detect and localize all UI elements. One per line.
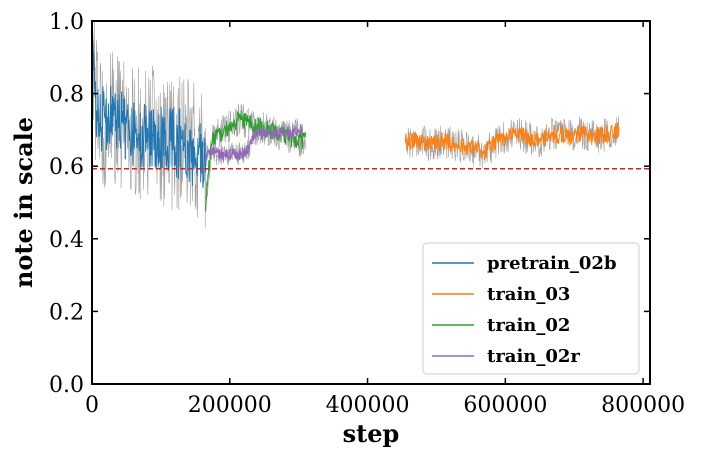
legend: pretrain_02b train_03 train_02 train_02r xyxy=(422,242,640,375)
x-axis-label: step xyxy=(343,419,400,448)
legend-label: train_02 xyxy=(487,315,570,336)
raw-trace-pretrain_02b xyxy=(91,20,206,229)
y-tick-label: 0.4 xyxy=(49,228,84,253)
plot-area-frame xyxy=(91,20,651,385)
series-line-train_02r xyxy=(205,123,303,162)
x-tick-label: 600000 xyxy=(463,393,547,418)
x-tick-label: 200000 xyxy=(188,393,272,418)
series-line-train_02 xyxy=(205,110,307,212)
y-tick-label: 0.6 xyxy=(49,155,84,180)
series-layer xyxy=(91,20,620,212)
y-axis-label: note in scale xyxy=(9,117,38,288)
y-tick-label: 0.2 xyxy=(49,300,84,325)
series-line-train_03 xyxy=(404,122,620,161)
x-tick-label: 400000 xyxy=(326,393,410,418)
raw-trace-train_03 xyxy=(405,116,620,169)
legend-label: train_03 xyxy=(487,284,570,305)
x-tick-label: 800000 xyxy=(601,393,685,418)
series-line-pretrain_02b xyxy=(91,20,207,188)
y-tick-label: 0.0 xyxy=(49,373,84,398)
legend-box xyxy=(422,242,640,375)
legend-label: pretrain_02b xyxy=(487,253,617,274)
y-axis: 0.0 0.2 0.4 0.6 0.8 1.0 xyxy=(49,10,650,398)
y-tick-label: 0.8 xyxy=(49,83,84,108)
legend-label: train_02r xyxy=(487,346,580,367)
x-axis: 0 200000 400000 600000 800000 xyxy=(85,21,685,418)
y-tick-label: 1.0 xyxy=(49,10,84,35)
x-tick-label: 0 xyxy=(85,393,99,418)
